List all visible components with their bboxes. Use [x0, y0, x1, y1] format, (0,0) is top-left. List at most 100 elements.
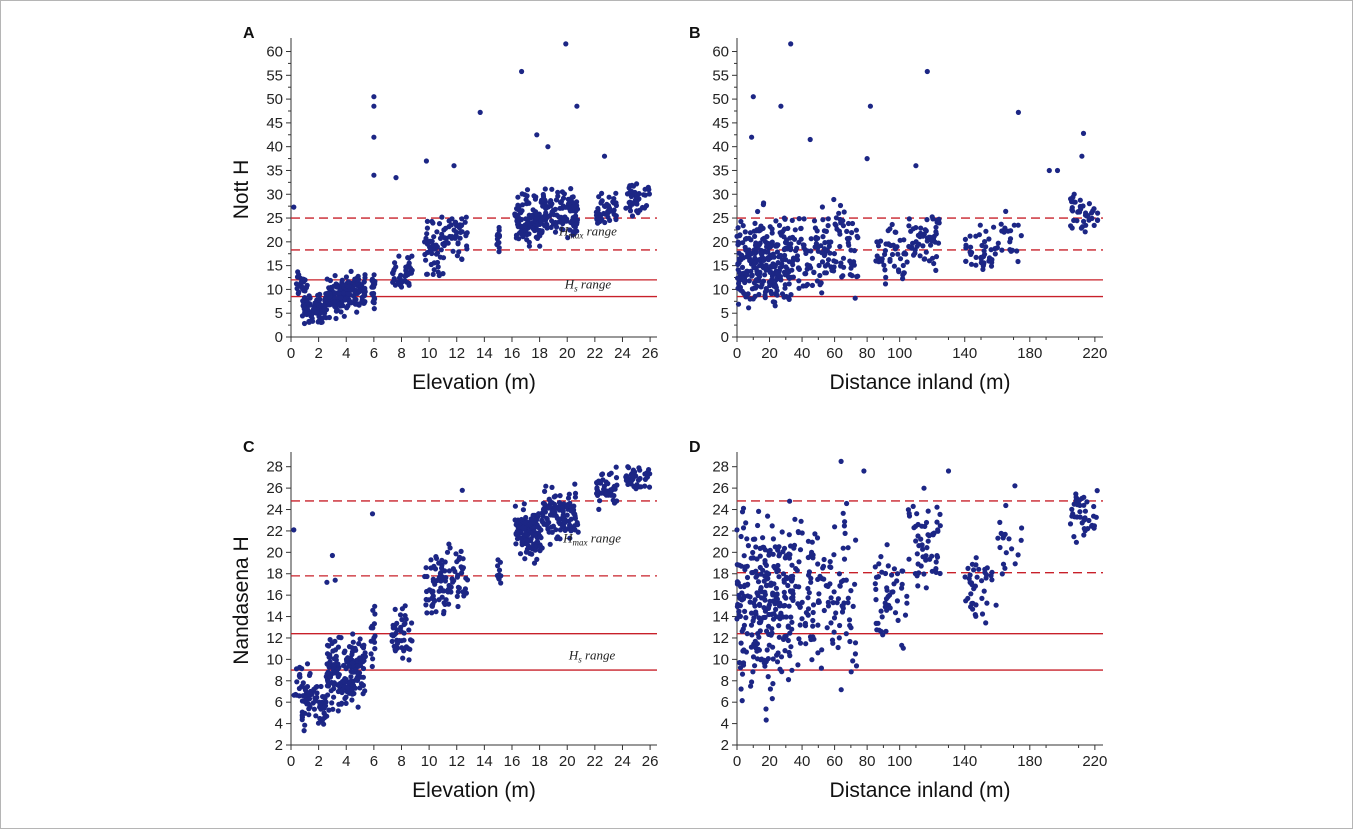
data-point [541, 501, 548, 507]
data-point [545, 144, 551, 150]
data-point [895, 251, 901, 257]
data-point [423, 257, 429, 263]
range-label-main: H [568, 647, 579, 662]
data-point [760, 202, 767, 208]
data-point [995, 535, 1001, 541]
data-point [317, 702, 323, 708]
data-point [392, 606, 398, 613]
data-point [830, 640, 836, 646]
data-point [823, 270, 830, 276]
data-point [1007, 239, 1013, 245]
data-point [839, 274, 845, 280]
data-point [776, 634, 782, 640]
data-point [753, 609, 759, 615]
data-point [739, 264, 746, 270]
data-point [976, 566, 982, 572]
data-point [299, 666, 305, 672]
y-tick-label: 16 [266, 587, 283, 604]
data-point [836, 210, 842, 216]
data-point [530, 207, 536, 213]
data-point [789, 562, 795, 568]
data-point [331, 299, 338, 305]
data-point [1078, 206, 1084, 212]
data-point [878, 608, 884, 614]
data-point [988, 573, 994, 579]
data-point [968, 261, 975, 267]
data-point [370, 656, 376, 662]
data-point [350, 669, 357, 675]
data-point [821, 607, 827, 614]
data-point [329, 552, 335, 559]
data-point [770, 536, 777, 542]
data-point [792, 227, 798, 233]
data-point [786, 274, 792, 280]
data-point [327, 659, 333, 665]
data-point [424, 573, 430, 580]
data-point [918, 225, 924, 231]
y-tick-label: 15 [712, 258, 729, 275]
data-point [534, 539, 541, 545]
panel-letter: B [689, 25, 701, 42]
data-point [819, 290, 825, 296]
data-point [332, 273, 338, 279]
y-tick-label: 28 [712, 459, 729, 476]
data-point [805, 595, 811, 601]
data-point [762, 614, 768, 621]
x-axis-label: Distance inland (m) [830, 779, 1011, 802]
data-point [1079, 520, 1085, 526]
data-point [803, 641, 809, 647]
data-point [518, 535, 524, 541]
data-point [963, 258, 969, 264]
data-point [299, 313, 306, 319]
data-point [1069, 225, 1075, 231]
y-tick-label: 6 [721, 694, 729, 711]
data-point [350, 293, 356, 299]
data-point [788, 41, 794, 47]
data-point [753, 544, 759, 550]
data-point [496, 567, 503, 573]
data-point [613, 190, 619, 196]
data-point [923, 519, 930, 526]
data-point [557, 493, 563, 499]
data-point [739, 275, 745, 281]
data-point [613, 216, 619, 223]
data-point [927, 556, 933, 562]
data-point [543, 205, 549, 211]
data-point [1005, 228, 1011, 234]
data-point [920, 243, 926, 249]
data-point [984, 600, 990, 606]
data-point [348, 674, 354, 680]
data-point [315, 292, 321, 298]
data-point [463, 575, 469, 581]
data-point [1083, 210, 1089, 216]
data-point [849, 220, 856, 227]
data-point [758, 223, 764, 229]
data-point [742, 608, 748, 615]
data-point [646, 467, 652, 473]
data-point [735, 580, 741, 586]
y-tick-label: 0 [275, 329, 283, 346]
data-point [965, 565, 971, 572]
y-tick-label: 12 [712, 630, 729, 647]
data-point [931, 260, 937, 267]
data-point [635, 477, 642, 483]
x-tick-label: 4 [342, 345, 350, 362]
data-point [434, 229, 440, 235]
data-point [989, 257, 995, 263]
data-point [825, 223, 831, 229]
data-point [345, 279, 352, 285]
data-point [925, 538, 931, 544]
data-point [770, 598, 776, 604]
data-point [1006, 536, 1012, 542]
data-point [646, 484, 653, 490]
data-point [304, 306, 310, 312]
data-point [872, 564, 878, 570]
data-point [335, 644, 341, 650]
data-point [331, 681, 337, 688]
data-point [401, 637, 407, 643]
data-point [361, 292, 367, 299]
data-point [323, 699, 329, 705]
data-point [575, 529, 581, 535]
data-point [790, 597, 796, 604]
